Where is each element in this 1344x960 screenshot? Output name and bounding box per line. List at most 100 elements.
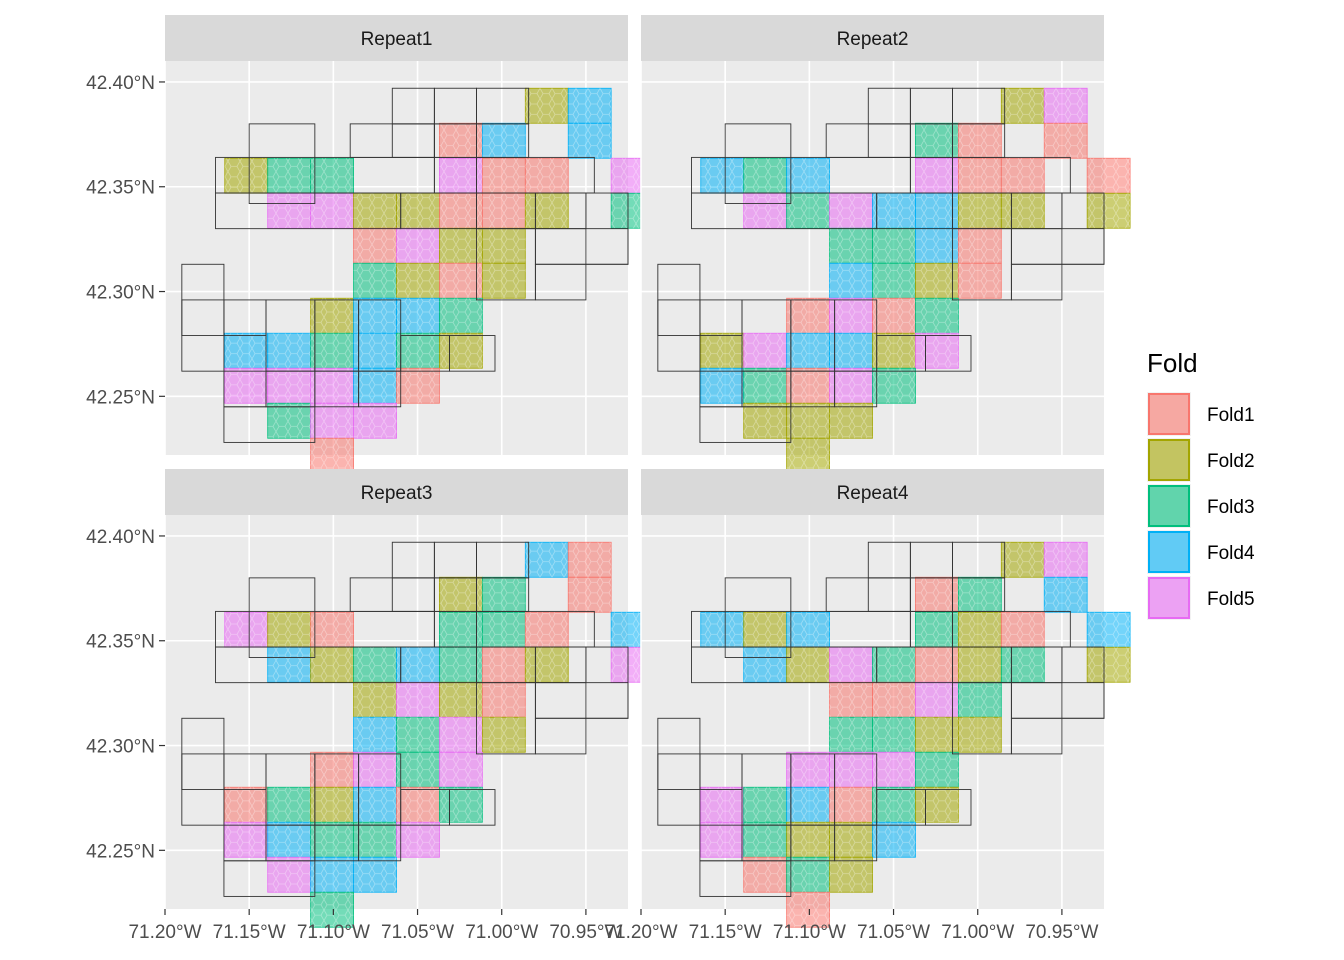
hex-grid-overlay: [267, 193, 311, 229]
hex-grid-overlay: [353, 368, 397, 404]
hex-grid-overlay: [958, 123, 1002, 159]
strip-background: [165, 469, 628, 515]
hex-grid-overlay: [353, 193, 397, 229]
hex-grid-overlay: [396, 752, 440, 788]
hex-grid-overlay: [872, 368, 916, 404]
hex-grid-overlay: [310, 193, 354, 229]
hex-grid-overlay: [224, 822, 268, 858]
hex-grid-overlay: [786, 857, 830, 893]
hex-grid-overlay: [829, 228, 873, 264]
hex-grid-overlay: [1087, 647, 1131, 683]
hex-grid-overlay: [915, 752, 959, 788]
hex-grid-overlay: [915, 717, 959, 753]
legend: Fold Fold1 Fold2 Fold3 Fold4 Fold5: [1147, 348, 1255, 620]
facet-panel-repeat2: Repeat2: [640, 15, 1131, 474]
hex-grid-overlay: [224, 333, 268, 369]
hex-grid-overlay: [396, 263, 440, 299]
hex-grid-overlay: [525, 542, 569, 578]
x-tick-label: 71.15°W: [689, 922, 762, 943]
hex-grid-overlay: [267, 333, 311, 369]
hex-grid-overlay: [396, 822, 440, 858]
hex-grid-overlay: [439, 752, 483, 788]
spatial-block-outline: [1010, 263, 1063, 301]
hex-grid-overlay: [872, 298, 916, 334]
hex-grid-overlay: [525, 647, 569, 683]
legend-entry-fold5: Fold5: [1147, 576, 1255, 620]
facet-panel-repeat3: Repeat3: [164, 469, 655, 928]
hex-grid-overlay: [915, 647, 959, 683]
hex-grid-overlay: [310, 368, 354, 404]
legend-key-swatch: [1148, 485, 1190, 527]
hex-grid-overlay: [786, 298, 830, 334]
x-tick-label: 70.95°W: [1025, 922, 1098, 943]
hex-grid-overlay: [353, 333, 397, 369]
hex-grid-overlay: [1044, 88, 1088, 124]
hex-grid-overlay: [396, 193, 440, 229]
hex-grid-overlay: [915, 263, 959, 299]
hex-grid-overlay: [439, 158, 483, 194]
legend-label: Fold2: [1207, 451, 1255, 472]
hex-grid-overlay: [872, 228, 916, 264]
legend-label: Fold5: [1207, 589, 1255, 610]
hex-grid-overlay: [396, 682, 440, 718]
hex-grid-overlay: [743, 647, 787, 683]
hex-grid-overlay: [267, 612, 311, 648]
hex-grid-overlay: [872, 787, 916, 823]
hex-grid-overlay: [1087, 158, 1131, 194]
hex-grid-overlay: [396, 333, 440, 369]
facet-panels: Repeat1 Repeat2 Repeat3 Repeat4: [164, 15, 1131, 928]
x-tick-label: 71.00°W: [465, 922, 538, 943]
hex-grid-overlay: [525, 193, 569, 229]
strip-label: Repeat3: [361, 483, 433, 504]
hex-grid-overlay: [915, 612, 959, 648]
spatial-block-outline: [248, 577, 316, 658]
hex-grid-overlay: [915, 333, 959, 369]
hex-grid-overlay: [829, 647, 873, 683]
hex-grid-overlay: [267, 647, 311, 683]
spatial-block-outline: [1010, 717, 1063, 755]
x-tick-label: 71.20°W: [604, 922, 677, 943]
spatial-block-outline: [834, 824, 878, 862]
hex-grid-overlay: [353, 647, 397, 683]
hex-grid-overlay: [568, 577, 612, 613]
x-tick-label: 71.15°W: [213, 922, 286, 943]
hex-grid-overlay: [1001, 542, 1045, 578]
hex-grid-overlay: [439, 647, 483, 683]
hex-grid-overlay: [958, 158, 1002, 194]
hex-grid-overlay: [958, 263, 1002, 299]
hex-grid-overlay: [700, 368, 744, 404]
hex-grid-overlay: [743, 612, 787, 648]
strip-background: [641, 469, 1104, 515]
legend-entry-fold3: Fold3: [1147, 484, 1255, 528]
hex-grid-overlay: [743, 193, 787, 229]
hex-grid-overlay: [829, 822, 873, 858]
y-tick-label: 42.40°N: [86, 73, 155, 94]
hex-grid-overlay: [310, 647, 354, 683]
hex-grid-overlay: [439, 787, 483, 823]
legend-key-swatch: [1148, 393, 1190, 435]
spatial-block-outline: [724, 123, 792, 204]
hex-grid-overlay: [1001, 193, 1045, 229]
hex-grid-overlay: [872, 822, 916, 858]
hex-grid-overlay: [267, 368, 311, 404]
legend-label: Fold4: [1207, 543, 1255, 564]
strip-background: [165, 15, 628, 61]
spatial-block-outline: [358, 824, 402, 862]
hex-grid-overlay: [482, 717, 526, 753]
hex-grid-overlay: [482, 647, 526, 683]
hex-grid-overlay: [353, 403, 397, 439]
spatial-block-outline: [699, 406, 792, 443]
hex-grid-overlay: [353, 752, 397, 788]
hex-grid-overlay: [439, 263, 483, 299]
hex-grid-overlay: [872, 717, 916, 753]
hex-grid-overlay: [396, 717, 440, 753]
x-tick-label: 71.05°W: [857, 922, 930, 943]
hex-grid-overlay: [568, 542, 612, 578]
hex-grid-overlay: [829, 333, 873, 369]
hex-grid-overlay: [743, 368, 787, 404]
hex-grid-overlay: [1001, 158, 1045, 194]
hex-grid-overlay: [829, 263, 873, 299]
hex-grid-overlay: [439, 717, 483, 753]
x-tick-label: 71.10°W: [297, 922, 370, 943]
hex-grid-overlay: [439, 193, 483, 229]
